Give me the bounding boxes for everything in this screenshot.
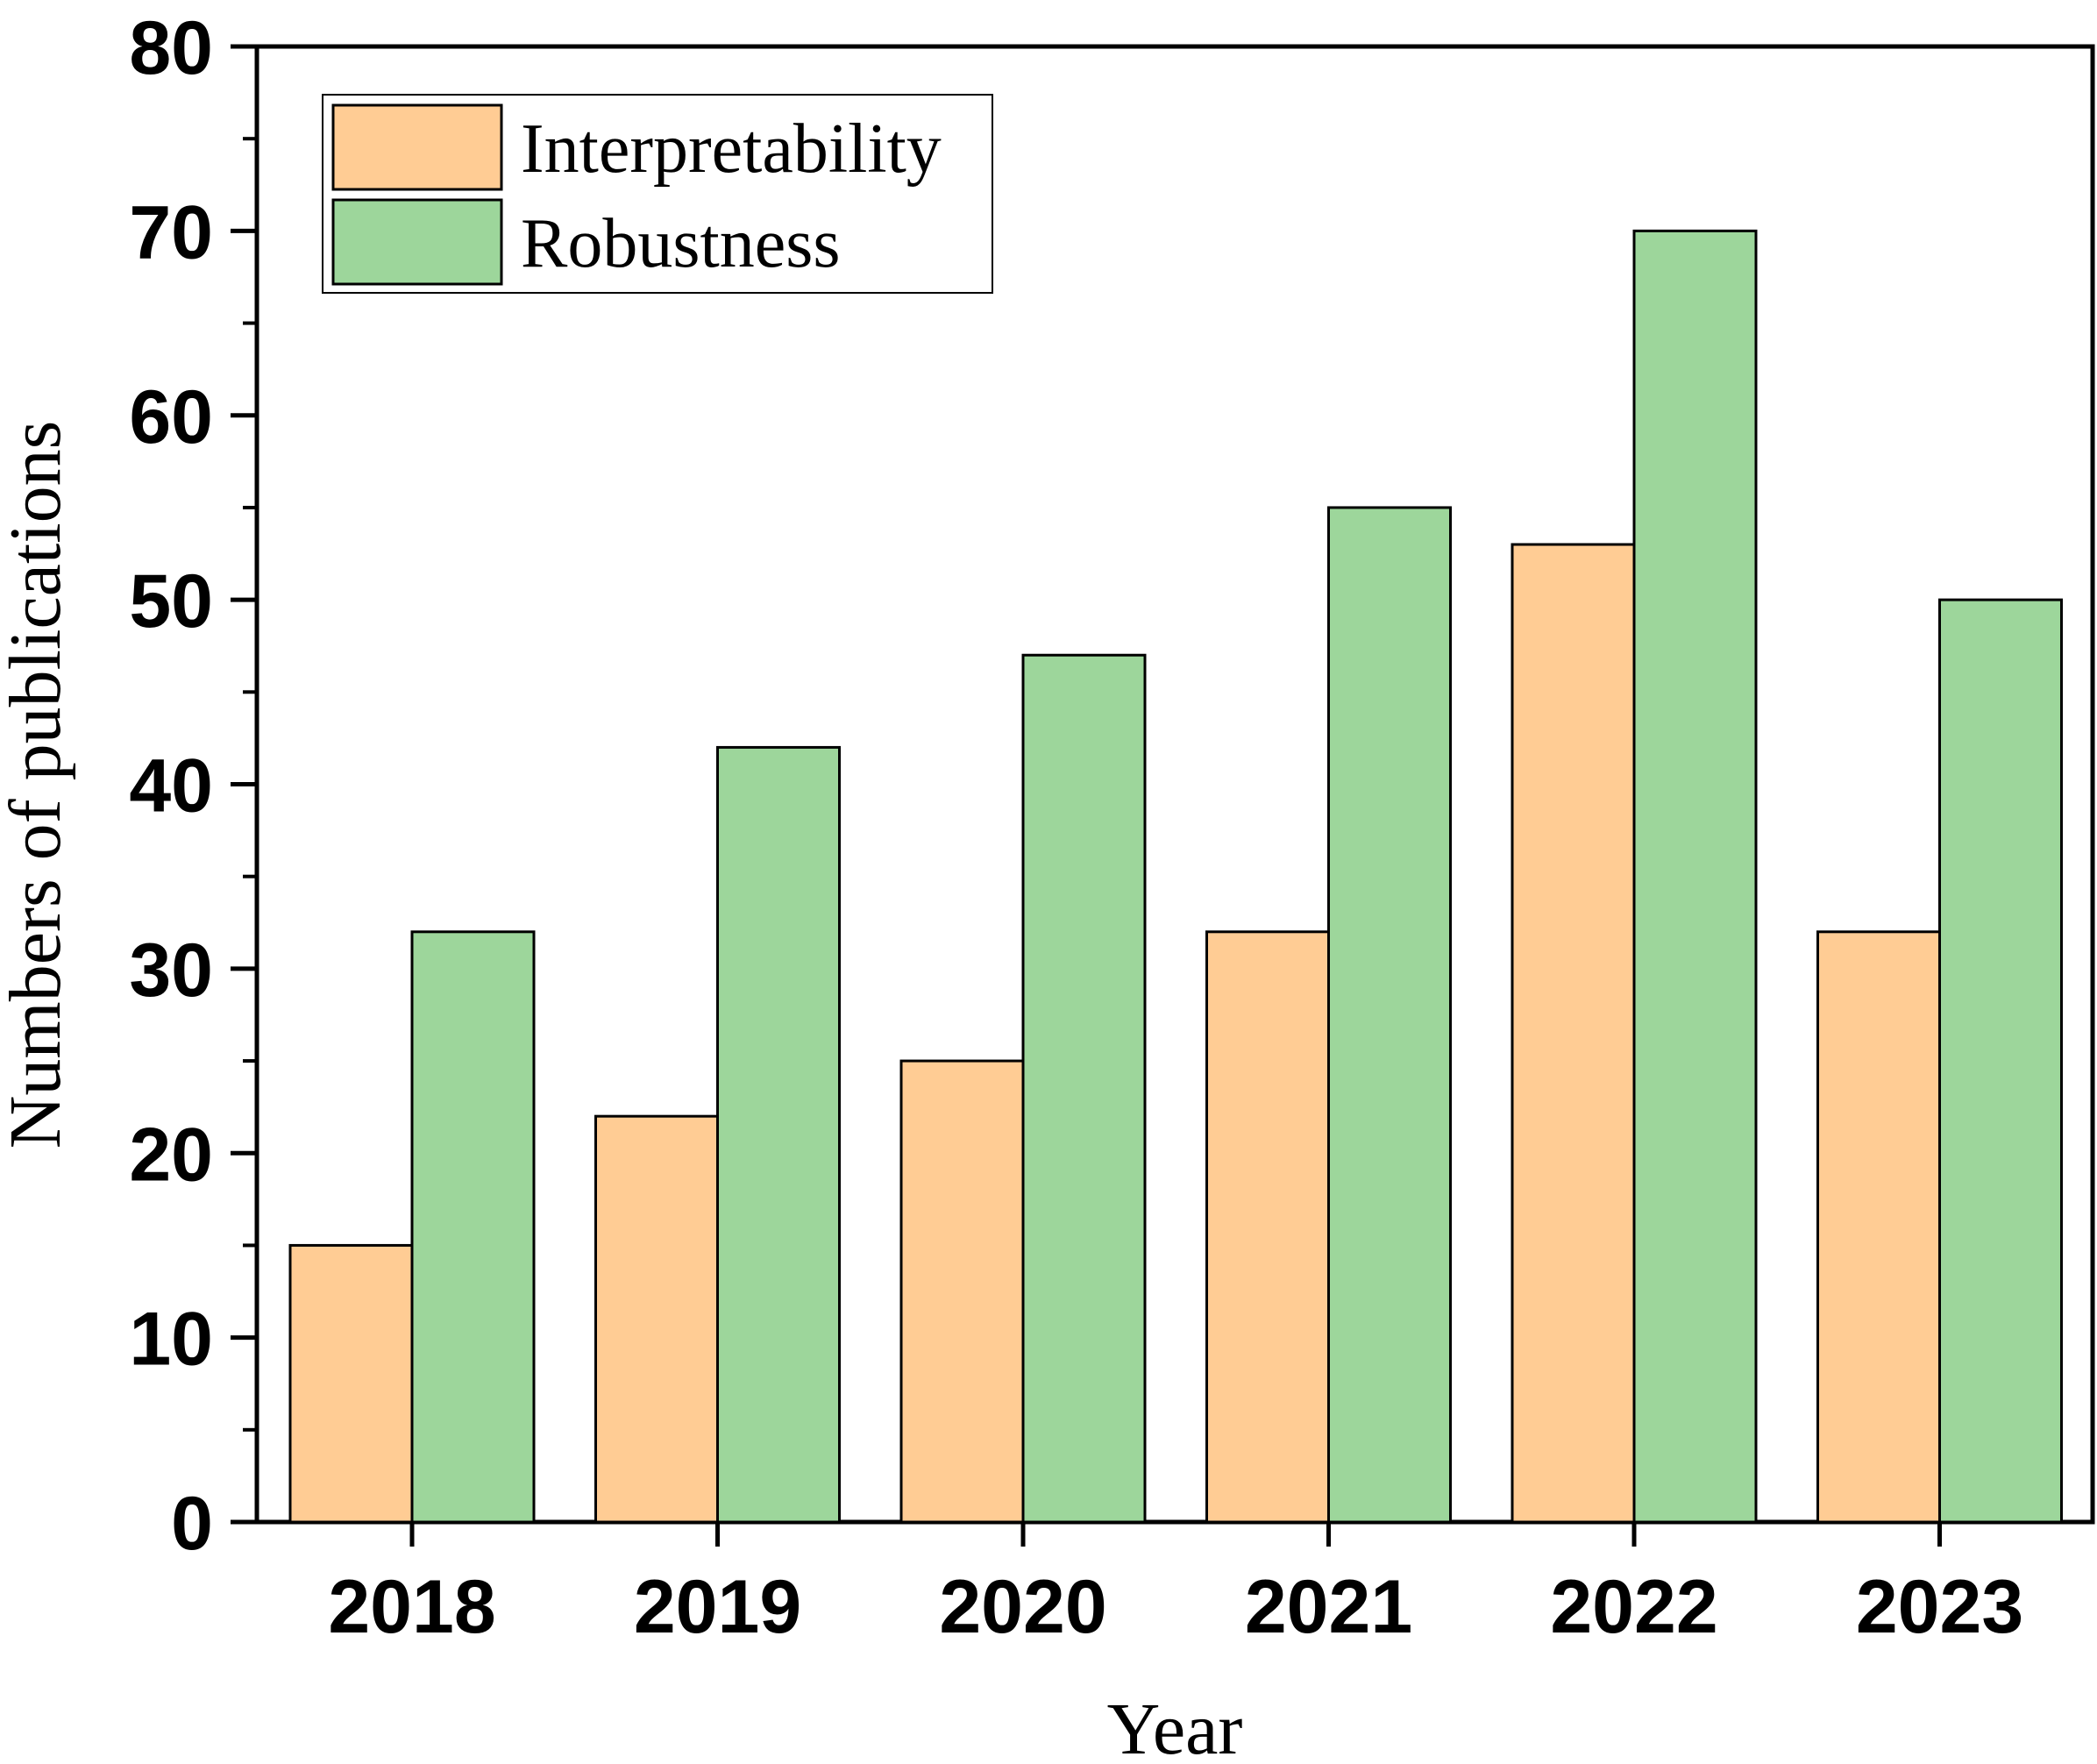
y-tick-label-20: 20 <box>129 1113 213 1197</box>
x-tick-label-2022: 2022 <box>1550 1565 1717 1649</box>
y-tick-label-30: 30 <box>129 928 213 1013</box>
bar-interpretability-2020 <box>899 1059 1025 1524</box>
x-tick-label-2019: 2019 <box>634 1565 801 1649</box>
bar-interpretability-2022 <box>1511 543 1636 1524</box>
legend-swatch-robustness <box>331 198 503 286</box>
y-tick-label-10: 10 <box>129 1298 213 1382</box>
y-tick-label-50: 50 <box>129 559 213 644</box>
bar-interpretability-2018 <box>288 1243 414 1524</box>
legend-label-robustness: Robustness <box>521 205 841 282</box>
bar-interpretability-2023 <box>1816 930 1941 1524</box>
bar-robustness-2018 <box>410 930 536 1524</box>
x-tick-label-2021: 2021 <box>1245 1565 1412 1649</box>
y-tick-label-0: 0 <box>171 1482 213 1566</box>
x-tick-label-2018: 2018 <box>328 1565 495 1649</box>
y-axis-title: Numbers of publications <box>0 421 76 1149</box>
bar-interpretability-2019 <box>594 1114 719 1524</box>
x-tick-label-2020: 2020 <box>939 1565 1106 1649</box>
bar-robustness-2023 <box>1938 598 2063 1524</box>
y-tick-label-70: 70 <box>129 190 213 274</box>
y-tick-label-80: 80 <box>129 6 213 90</box>
legend-label-interpretability: Interpretability <box>521 110 942 188</box>
bar-group <box>288 229 2063 1524</box>
x-tick-label-2023: 2023 <box>1856 1565 2023 1649</box>
legend-swatch-interpretability <box>331 103 503 191</box>
bar-robustness-2021 <box>1327 506 1452 1524</box>
legend: Interpretability Robustness <box>322 94 993 294</box>
y-tick-label-40: 40 <box>129 744 213 829</box>
bar-robustness-2019 <box>716 745 841 1524</box>
x-axis-title: Year <box>1107 1689 1243 1764</box>
y-tick-label-60: 60 <box>129 375 213 459</box>
y-axis: 0 10 20 30 40 50 60 70 80 <box>129 6 257 1566</box>
bar-interpretability-2021 <box>1205 930 1330 1524</box>
bar-robustness-2020 <box>1021 653 1147 1524</box>
bar-robustness-2022 <box>1632 229 1758 1524</box>
x-axis: 2018 2019 2020 2021 2022 2023 <box>328 1522 2023 1649</box>
